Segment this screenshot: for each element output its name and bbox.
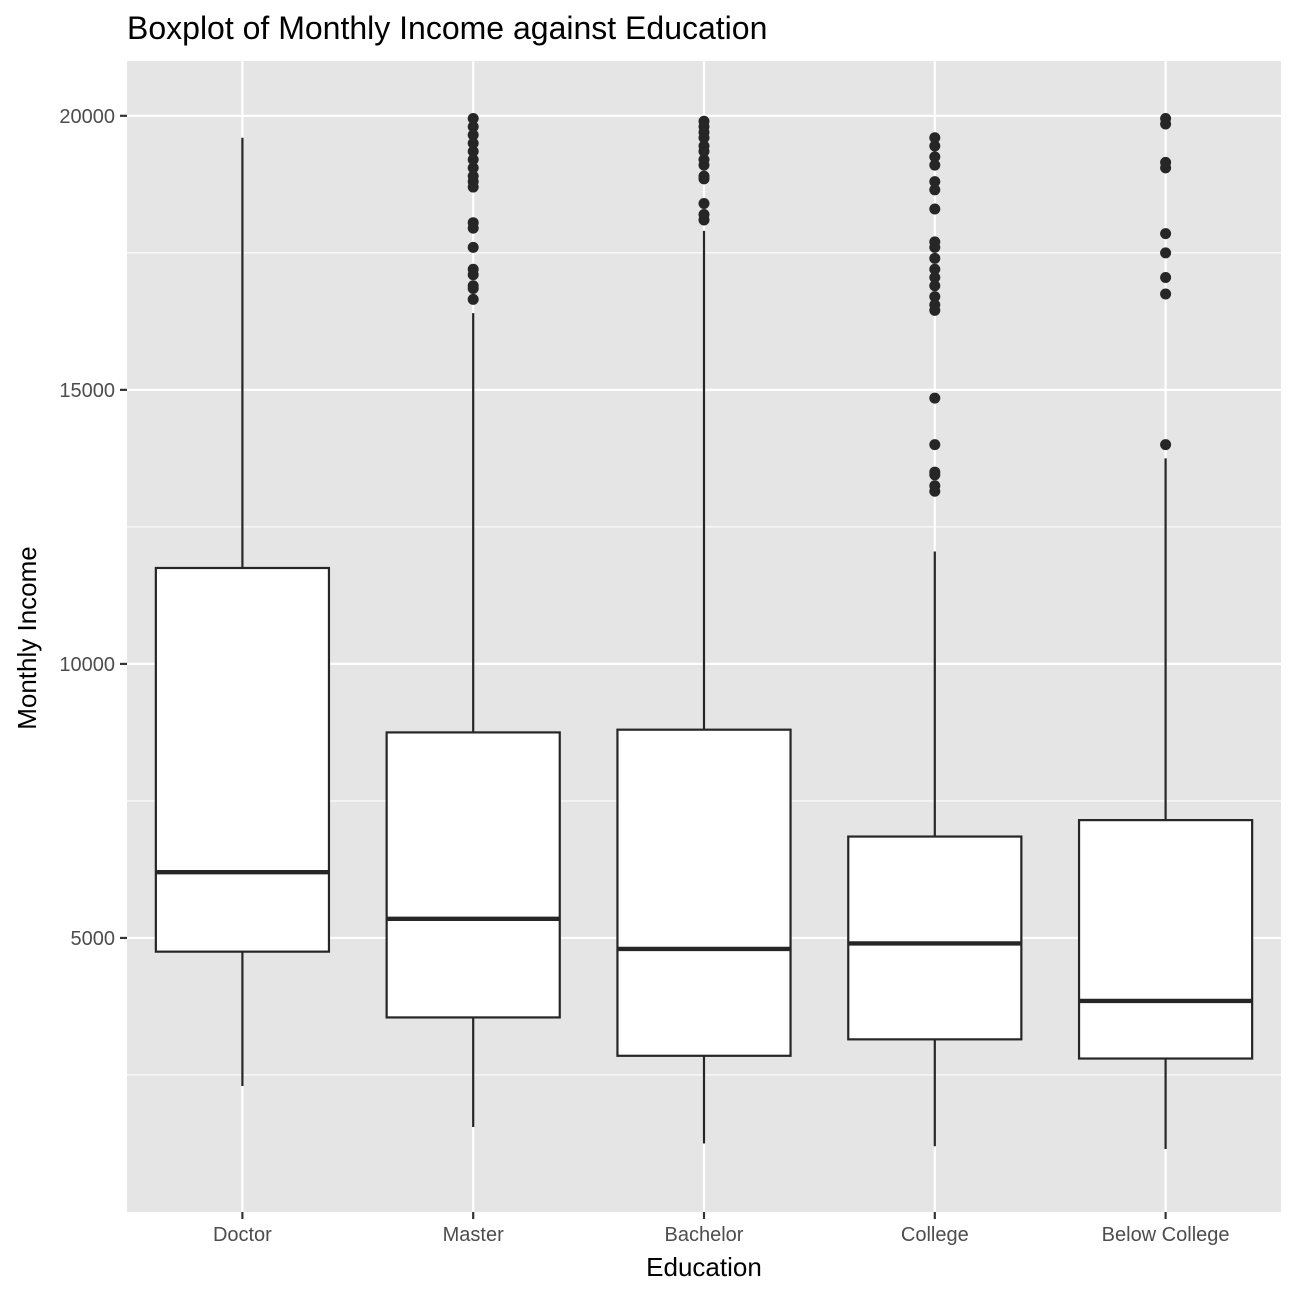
outlier-point <box>929 291 941 303</box>
outlier-point <box>467 121 479 133</box>
outlier-point <box>929 263 941 275</box>
y-axis-title: Monthly Income <box>12 546 42 730</box>
boxes <box>154 113 1254 1149</box>
outlier-point <box>929 132 941 144</box>
outlier-point <box>929 184 941 196</box>
box-rect <box>616 728 792 1057</box>
x-axis-title: Education <box>646 1252 762 1282</box>
outlier-point <box>467 162 479 174</box>
axes: 5000 10000 15000 20000 Doctor Master Bachelor C… <box>59 106 1229 1246</box>
outlier-point <box>698 154 710 166</box>
outlier-point <box>467 217 479 229</box>
box-college <box>847 132 1023 1147</box>
outlier-point <box>467 263 479 275</box>
outlier-point <box>698 170 710 182</box>
outlier-point <box>698 208 710 220</box>
x-tick-label: Master <box>443 1224 504 1246</box>
box-rect <box>154 566 331 953</box>
x-tick-label: Doctor <box>213 1224 272 1246</box>
outlier-point <box>929 271 941 283</box>
y-tick-label: 15000 <box>59 380 115 402</box>
chart-title: Boxplot of Monthly Income against Educat… <box>127 10 767 46</box>
outlier-point <box>929 203 941 215</box>
outlier-point <box>929 480 941 492</box>
outlier-point <box>929 151 941 163</box>
outlier-point <box>1160 113 1172 125</box>
outlier-point <box>467 293 479 305</box>
box-bachelor <box>616 115 792 1144</box>
outlier-point <box>467 129 479 141</box>
outlier-point <box>929 252 941 264</box>
box-rect <box>1077 819 1254 1060</box>
outlier-point <box>1160 439 1172 451</box>
box-rect <box>385 731 561 1019</box>
outlier-point <box>467 241 479 253</box>
outlier-point <box>929 159 941 171</box>
x-tick-label: College <box>901 1224 969 1246</box>
outlier-point <box>1160 228 1172 240</box>
x-tick-label: Bachelor <box>665 1224 744 1246</box>
outlier-point <box>929 439 941 451</box>
outlier-point <box>929 466 941 478</box>
outlier-point <box>929 140 941 152</box>
outlier-point <box>698 115 710 127</box>
x-tick-label: Below College <box>1102 1224 1230 1246</box>
outlier-point <box>1160 271 1172 283</box>
y-tick-label: 5000 <box>71 928 116 950</box>
box-rect <box>847 835 1023 1041</box>
outlier-point <box>467 113 479 125</box>
outlier-point <box>929 280 941 292</box>
outlier-point <box>1160 156 1172 168</box>
outlier-point <box>929 299 941 311</box>
outlier-point <box>467 145 479 157</box>
outlier-point <box>1160 288 1172 300</box>
y-tick-label: 20000 <box>59 106 115 128</box>
outlier-point <box>698 140 710 152</box>
outlier-point <box>929 176 941 188</box>
box-doctor <box>154 137 331 1086</box>
outlier-point <box>1160 247 1172 259</box>
outlier-point <box>467 280 479 292</box>
outlier-point <box>467 154 479 166</box>
box-below-college <box>1077 113 1254 1149</box>
outlier-point <box>929 236 941 248</box>
outlier-point <box>698 198 710 210</box>
outlier-point <box>467 170 479 182</box>
box-master <box>385 113 561 1128</box>
outlier-point <box>467 137 479 149</box>
y-tick-label: 10000 <box>59 654 115 676</box>
outlier-point <box>929 392 941 404</box>
